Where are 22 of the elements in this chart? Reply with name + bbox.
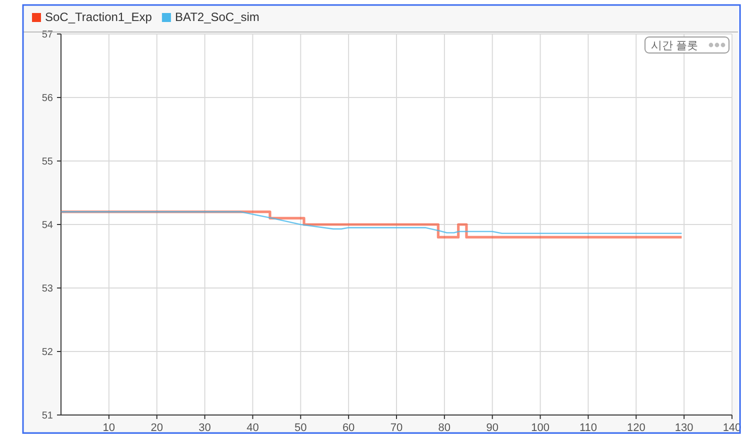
legend-label: SoC_Traction1_Exp (45, 10, 152, 24)
y-tick-label: 53 (42, 284, 54, 294)
y-tick-label: 56 (42, 93, 54, 104)
y-tick-label: 54 (42, 220, 54, 231)
x-tick-label: 80 (438, 422, 451, 434)
x-tick-label: 10 (102, 422, 116, 434)
y-tick-label: 55 (42, 156, 54, 168)
y-tick-label: 52 (42, 347, 54, 358)
x-tick-label: 120 (626, 422, 646, 434)
x-tick-label: 40 (246, 422, 259, 434)
x-tick-label: 30 (198, 422, 211, 434)
legend-label: BAT2_SoC_sim (174, 10, 260, 24)
x-tick-label: 90 (486, 422, 498, 434)
annotation: 시간 플롯 (651, 40, 698, 52)
x-tick-label: 130 (674, 422, 694, 434)
x-tick-label: 100 (531, 422, 550, 434)
x-tick-label: 70 (390, 422, 403, 434)
x-tick-label: 50 (294, 422, 307, 434)
x-tick-label: 20 (150, 422, 163, 434)
x-tick-label: 110 (579, 422, 597, 434)
y-tick-label: 51 (42, 410, 54, 422)
x-tick-label: 60 (342, 422, 355, 434)
